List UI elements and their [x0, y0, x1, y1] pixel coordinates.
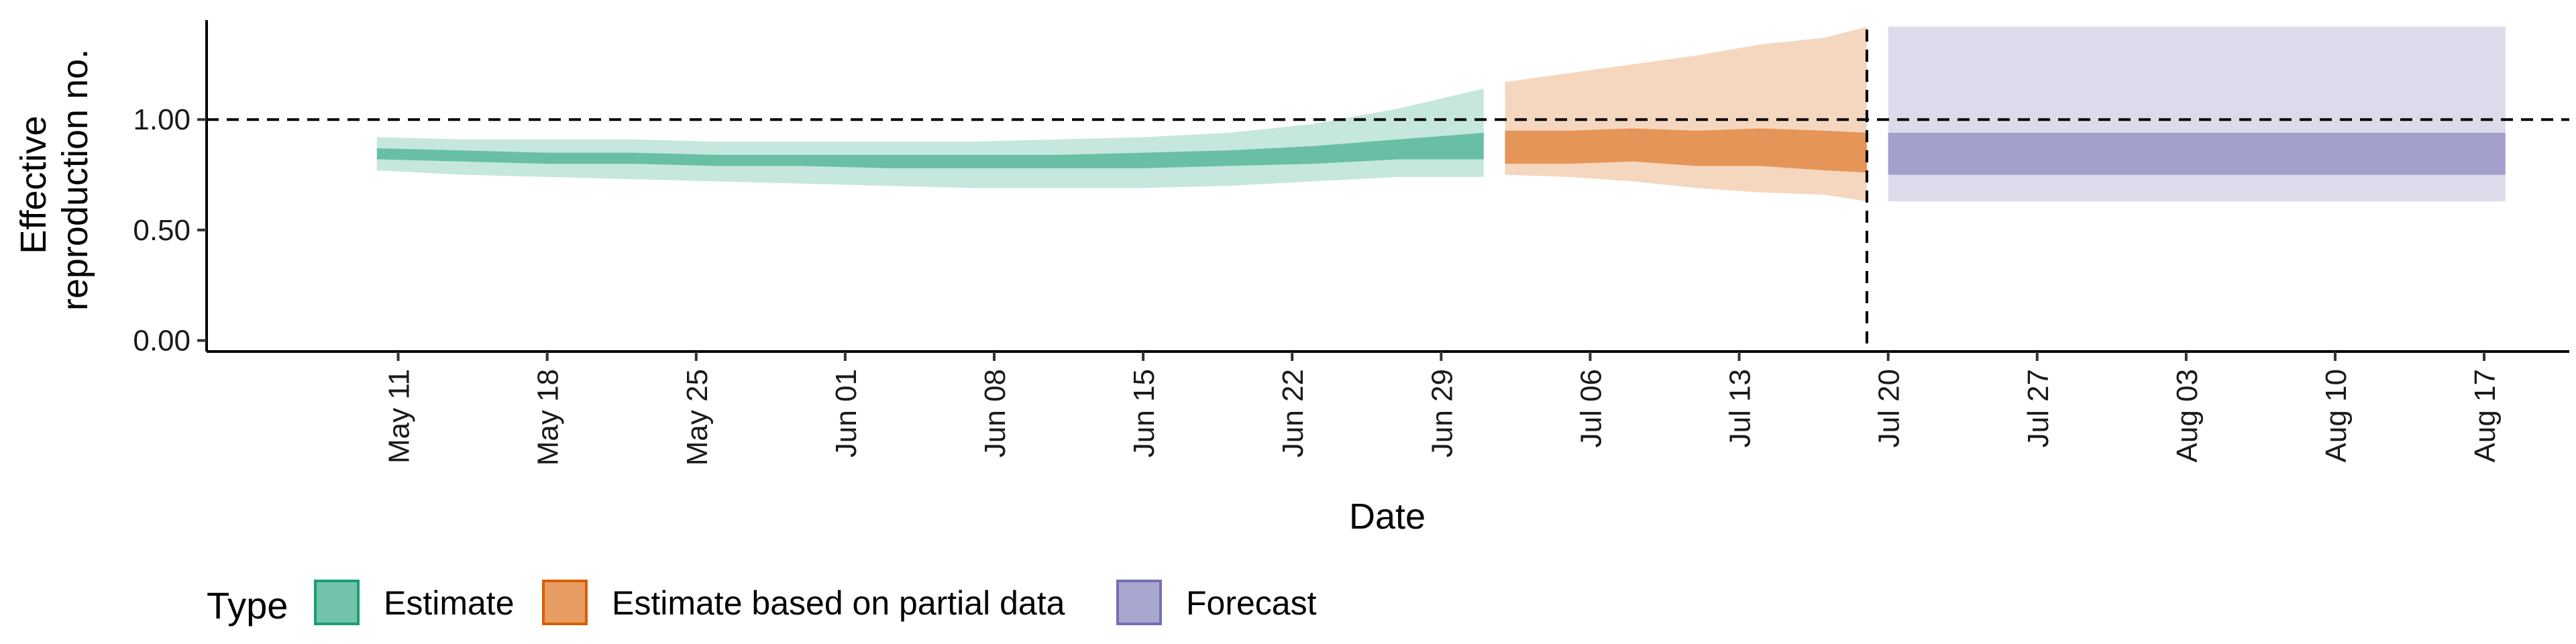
x-tick-label: Jul 27 [2022, 369, 2055, 447]
band-90-series-0 [376, 89, 1484, 189]
reference-lines [207, 30, 2569, 352]
y-tick-label: 0.50 [133, 214, 191, 247]
y-axis-title-line-2: reproduction no. [55, 49, 95, 311]
legend: Type Estimate Estimate based on partial d… [207, 580, 1317, 627]
legend-swatch-1 [542, 580, 588, 625]
y-tick-label: 1.00 [133, 103, 191, 136]
legend-label-2: Forecast [1186, 584, 1317, 622]
x-ticks: May 11 May 18 May 25 Jun 01 Jun 08 Jun 15 Jun … [383, 352, 2502, 466]
legend-label-0: Estimate [384, 584, 515, 622]
y-axis-title: Effective reproduction no. [13, 49, 95, 311]
x-tick-label: Aug 10 [2320, 369, 2353, 462]
axes [205, 20, 2569, 353]
x-tick-label: Jun 08 [979, 369, 1012, 458]
x-tick-label: Jun 29 [1426, 369, 1458, 458]
x-tick-label: Aug 03 [2171, 369, 2204, 462]
band-50-series-2 [1888, 133, 2506, 175]
x-tick-label: May 25 [681, 369, 714, 466]
bands-layer [376, 26, 2506, 202]
legend-swatch-2 [1116, 580, 1162, 625]
band-90-series-1 [1505, 26, 1867, 202]
band-50-series-0 [376, 133, 1484, 168]
x-tick-label: Jul 20 [1873, 369, 1906, 447]
legend-swatch-0 [314, 580, 360, 625]
x-tick-label: May 18 [532, 369, 565, 466]
y-axis-title-line-1: Effective [13, 115, 54, 254]
y-ticks: 0.00 0.50 1.00 [133, 103, 207, 358]
x-tick-label: May 11 [383, 369, 416, 464]
legend-title: Type [207, 584, 288, 627]
band-90-series-2 [1888, 26, 2506, 202]
x-axis-title: Date [1349, 496, 1426, 537]
y-tick-label: 0.00 [133, 325, 191, 358]
x-tick-label: Jun 15 [1128, 369, 1161, 458]
legend-label-1: Estimate based on partial data [612, 584, 1065, 622]
x-tick-label: Jun 22 [1277, 369, 1309, 458]
x-tick-label: Jul 13 [1724, 369, 1757, 447]
x-tick-label: Aug 17 [2469, 369, 2502, 462]
x-tick-label: Jul 06 [1574, 369, 1607, 447]
band-50-series-1 [1505, 128, 1867, 173]
x-tick-label: Jun 01 [830, 369, 863, 458]
